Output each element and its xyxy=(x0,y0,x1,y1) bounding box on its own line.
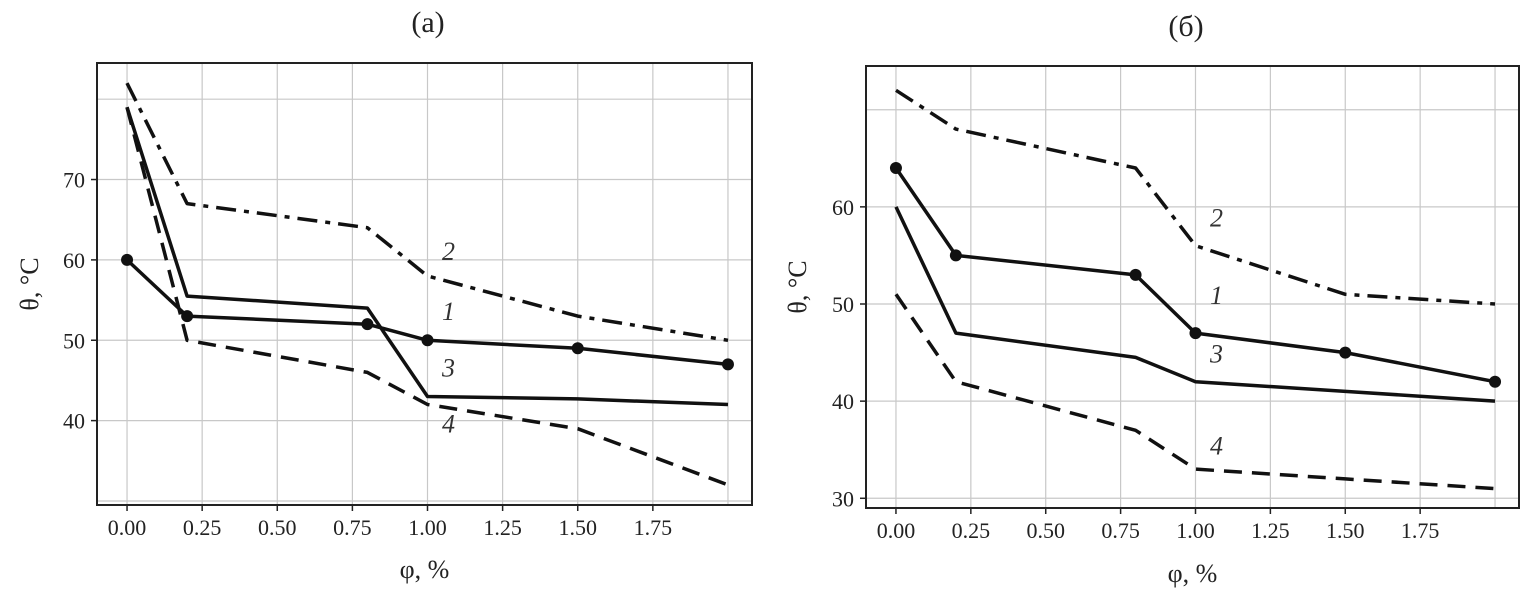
plot-frame xyxy=(96,62,753,506)
x-tick-label: 0.75 xyxy=(333,515,372,540)
x-tick-label: 0.00 xyxy=(877,518,916,543)
x-tick-label: 1.00 xyxy=(408,515,447,540)
x-tick-label: 1.25 xyxy=(483,515,522,540)
data-point-1 xyxy=(361,318,374,331)
data-point-1 xyxy=(1339,346,1352,359)
data-point-1 xyxy=(949,249,962,262)
x-tick-label: 1.00 xyxy=(1176,518,1215,543)
x-tick-label: 0.25 xyxy=(952,518,991,543)
x-tick-label: 0.75 xyxy=(1101,518,1140,543)
y-tick-label: 50 xyxy=(832,292,854,317)
data-point-1 xyxy=(571,342,584,355)
series-line-3 xyxy=(125,106,729,407)
series-label: 2 xyxy=(1210,203,1223,232)
x-tick-label: 0.50 xyxy=(258,515,297,540)
x-tick-label: 1.25 xyxy=(1251,518,1290,543)
data-point-1 xyxy=(421,334,434,347)
data-point-1 xyxy=(721,358,734,371)
series-line-1 xyxy=(894,167,1496,384)
series-label: 4 xyxy=(1210,432,1223,461)
data-point-1 xyxy=(121,253,134,266)
y-tick-label: 50 xyxy=(63,328,85,353)
panel-title: (а) xyxy=(411,6,444,39)
y-tick-label: 30 xyxy=(832,486,854,511)
x-axis-label: φ, % xyxy=(1168,559,1218,588)
data-point-1 xyxy=(1489,375,1502,388)
y-axis-label: θ, °C xyxy=(15,257,44,310)
series-line-4 xyxy=(894,293,1496,491)
y-tick-label: 40 xyxy=(63,409,85,434)
series-label: 1 xyxy=(1210,281,1223,310)
series-label: 2 xyxy=(442,237,455,266)
x-tick-label: 1.50 xyxy=(1326,518,1365,543)
series-label: 1 xyxy=(442,297,455,326)
series-line-2 xyxy=(895,88,1496,306)
x-tick-label: 0.00 xyxy=(108,515,147,540)
x-axis-label: φ, % xyxy=(400,555,450,584)
data-point-1 xyxy=(1189,327,1202,340)
y-axis-label: θ, °C xyxy=(783,260,812,313)
plot-frame xyxy=(865,65,1520,509)
series-label: 4 xyxy=(442,410,455,439)
data-point-1 xyxy=(889,162,902,174)
x-tick-label: 1.75 xyxy=(1401,518,1440,543)
y-tick-label: 60 xyxy=(63,248,85,273)
chart-panel-a: 0.00 0.25 0.50 0.75 1.00 1.25 1.50 1.75 40 50 60 70… xyxy=(15,6,753,584)
data-point-1 xyxy=(181,310,194,323)
y-tick-label: 70 xyxy=(63,168,85,193)
series-label: 3 xyxy=(441,353,455,382)
x-tick-label: 1.50 xyxy=(558,515,597,540)
data-point-1 xyxy=(1129,268,1142,281)
x-tick-label: 0.50 xyxy=(1026,518,1065,543)
x-tick-label: 1.75 xyxy=(634,515,673,540)
y-tick-label: 40 xyxy=(832,389,854,414)
series-line-3 xyxy=(894,206,1496,403)
series-line-2 xyxy=(125,82,729,343)
panel-title: (б) xyxy=(1168,10,1203,43)
series-label: 3 xyxy=(1209,339,1223,368)
chart-panel-b: 0.00 0.25 0.50 0.75 1.00 1.25 1.50 1.75 30 40 50 60… xyxy=(783,10,1520,588)
series-line-4 xyxy=(125,106,729,487)
y-tick-label: 60 xyxy=(832,195,854,220)
x-tick-label: 0.25 xyxy=(183,515,222,540)
